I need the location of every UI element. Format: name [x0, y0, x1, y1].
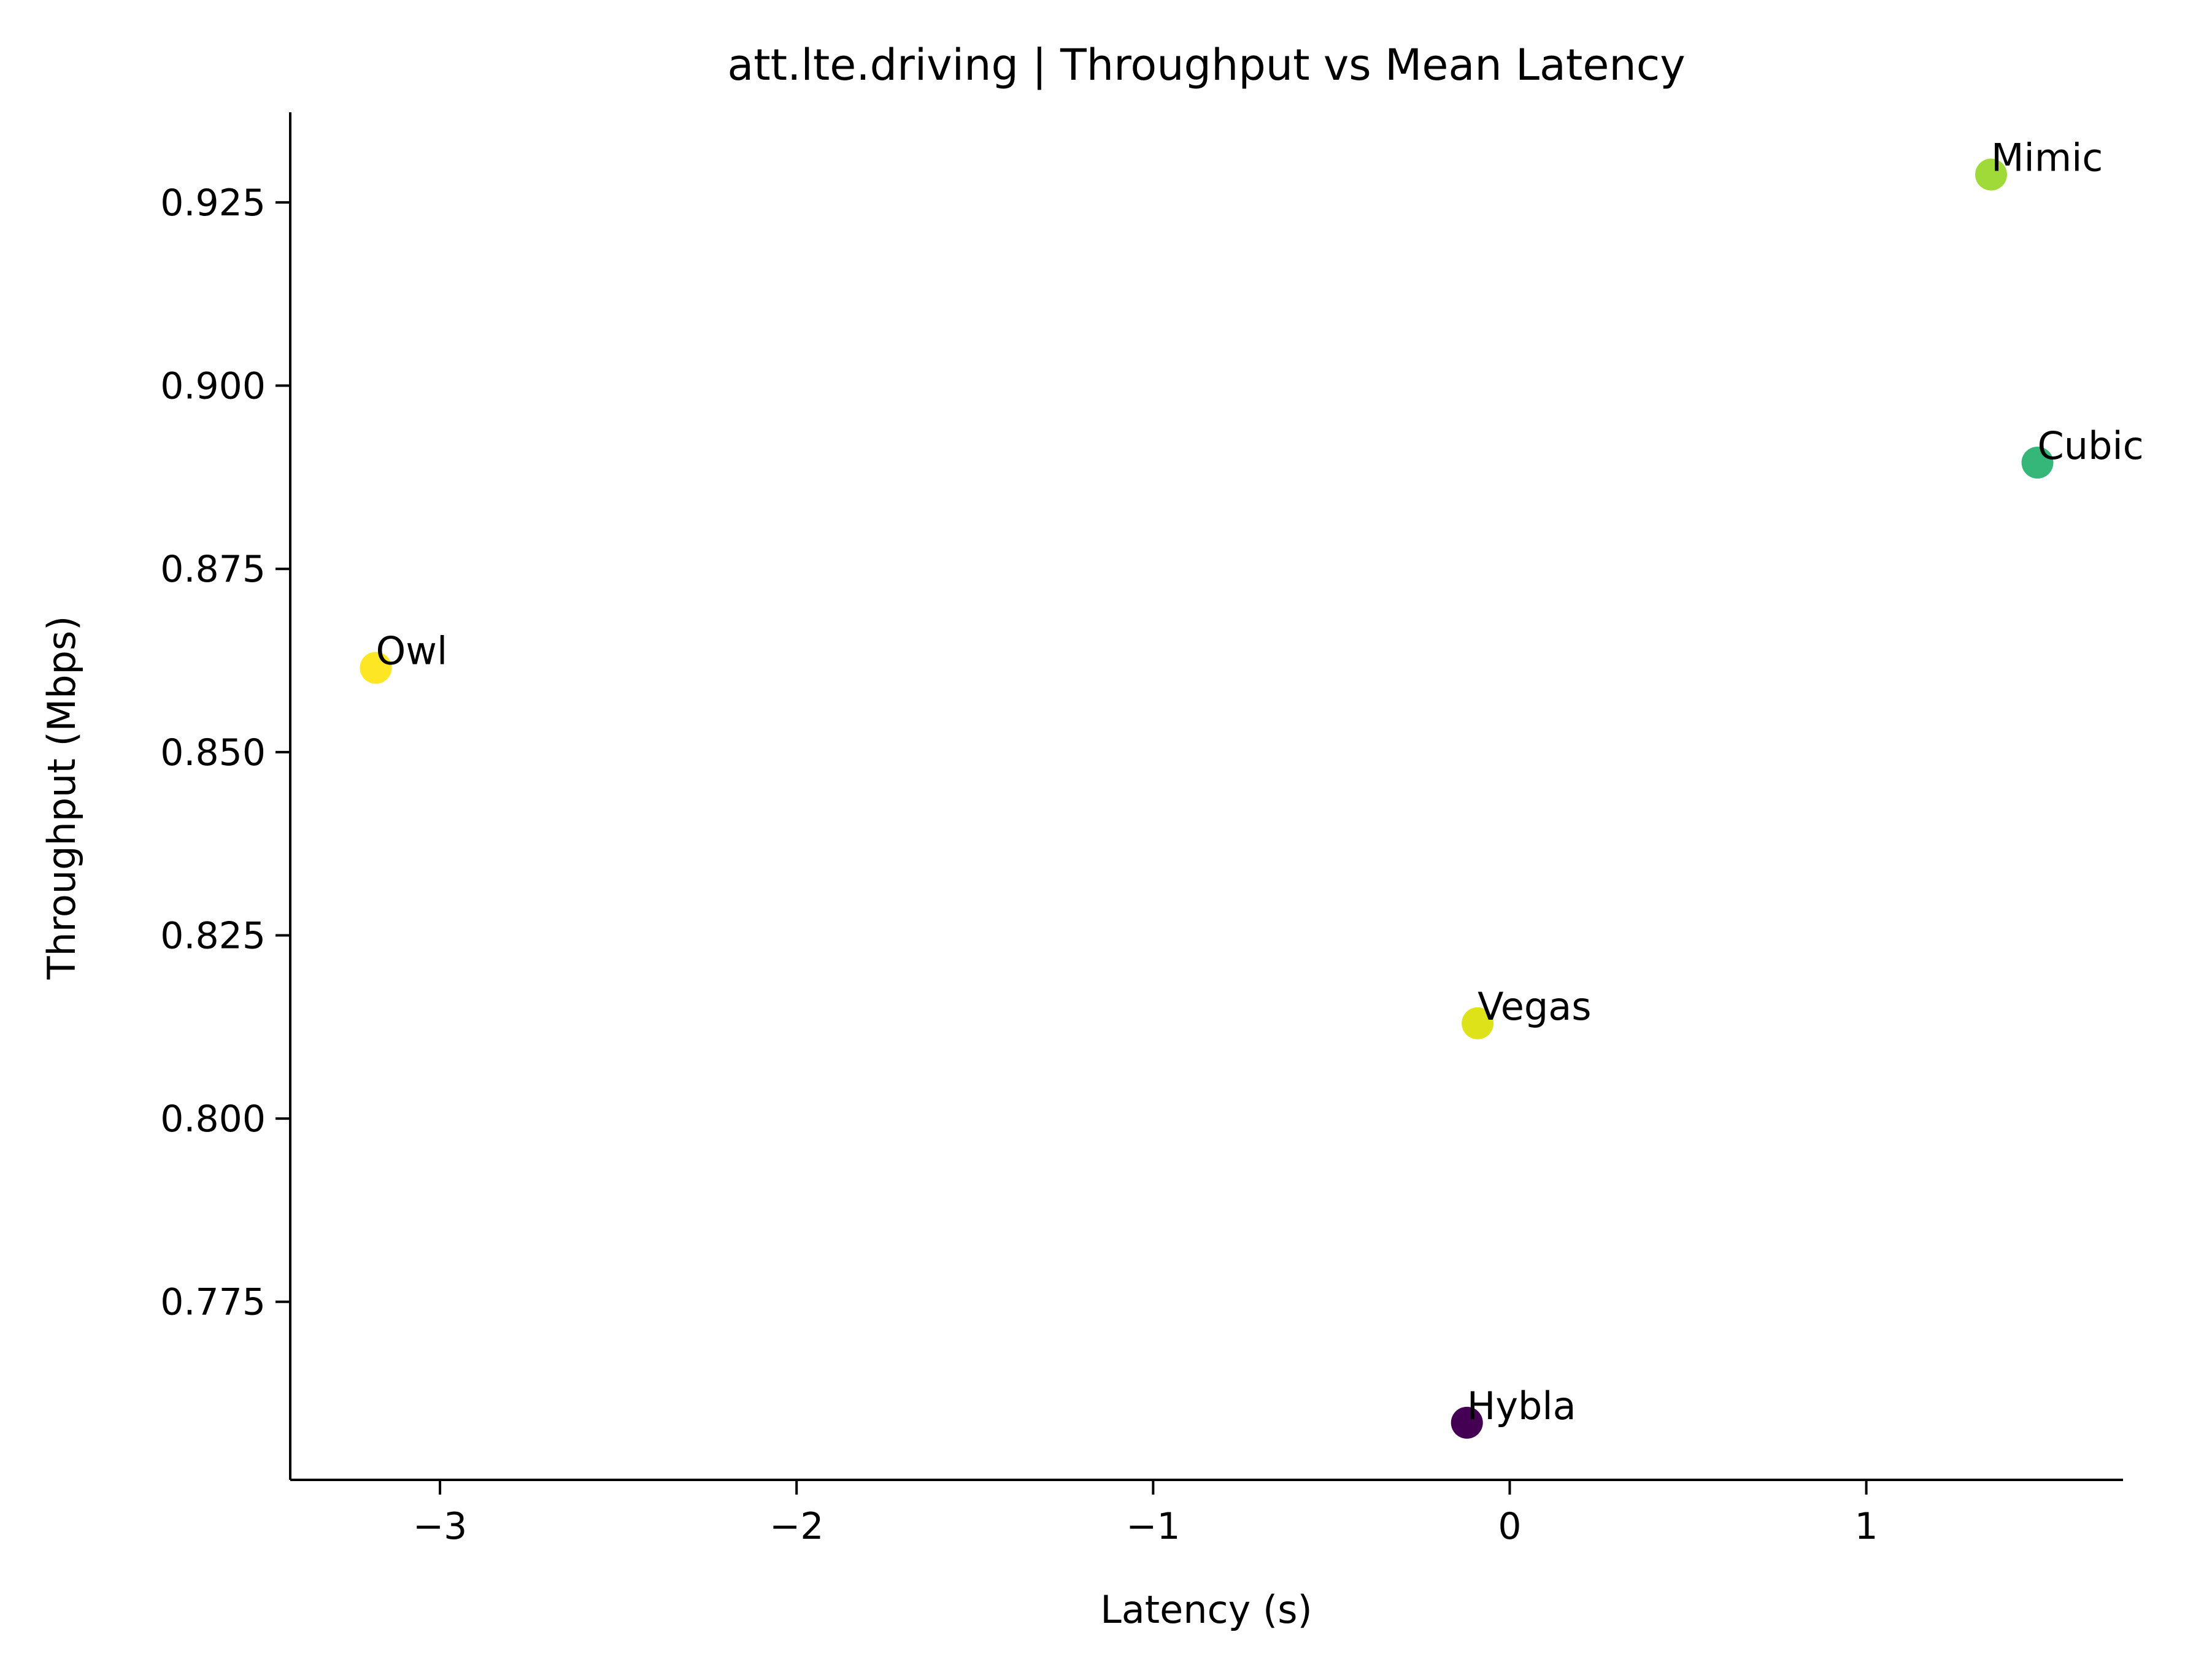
y-tick-label: 0.850	[160, 731, 266, 774]
y-tick-label: 0.775	[160, 1281, 266, 1324]
y-tick-label: 0.900	[160, 365, 266, 408]
chart-title: att.lte.driving | Throughput vs Mean Lat…	[727, 40, 1685, 90]
point-label-vegas: Vegas	[1478, 984, 1591, 1029]
x-tick-label: −2	[769, 1505, 823, 1548]
y-tick-label: 0.825	[160, 914, 266, 957]
point-label-owl: Owl	[376, 628, 447, 673]
data-point-owl	[360, 652, 392, 684]
x-tick-label: −1	[1126, 1505, 1180, 1548]
data-point-cubic	[2021, 446, 2054, 479]
x-tick-label: −3	[413, 1505, 467, 1548]
data-point-mimic	[1975, 158, 2007, 191]
y-axis-label: Throughput (Mbps)	[39, 616, 84, 980]
y-tick-label: 0.800	[160, 1098, 266, 1141]
data-point-hybla	[1451, 1406, 1483, 1439]
y-tick-label: 0.875	[160, 548, 266, 591]
y-axis-ticks: 0.775 0.800 0.825 0.850 0.875 0.900 0.925	[160, 182, 290, 1324]
x-axis-ticks: −3 −2 −1 0 1	[413, 1480, 1878, 1548]
x-tick-label: 0	[1498, 1505, 1521, 1548]
point-label-hybla: Hybla	[1467, 1384, 1576, 1428]
data-point-vegas	[1462, 1007, 1494, 1039]
point-label-mimic: Mimic	[1991, 136, 2103, 180]
data-points: Hybla Cubic Mimic Vegas Owl	[360, 136, 2144, 1439]
x-axis-label: Latency (s)	[1100, 1587, 1312, 1632]
x-tick-label: 1	[1854, 1505, 1878, 1548]
point-label-cubic: Cubic	[2038, 423, 2144, 468]
y-tick-label: 0.925	[160, 182, 266, 225]
